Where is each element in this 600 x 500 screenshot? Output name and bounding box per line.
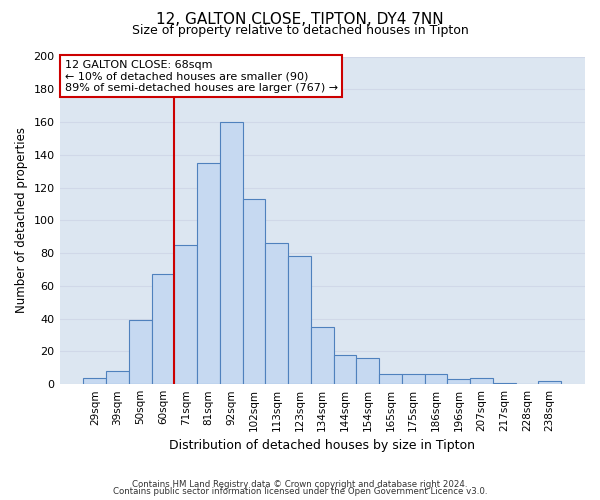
Bar <box>129 320 152 384</box>
Bar <box>311 327 334 384</box>
Bar <box>152 274 175 384</box>
Bar <box>220 122 242 384</box>
Bar <box>242 199 265 384</box>
Y-axis label: Number of detached properties: Number of detached properties <box>15 128 28 314</box>
Text: Contains public sector information licensed under the Open Government Licence v3: Contains public sector information licen… <box>113 488 487 496</box>
Text: 12, GALTON CLOSE, TIPTON, DY4 7NN: 12, GALTON CLOSE, TIPTON, DY4 7NN <box>156 12 444 28</box>
Bar <box>379 374 402 384</box>
Bar <box>425 374 448 384</box>
Bar <box>288 256 311 384</box>
Bar <box>265 244 288 384</box>
Bar <box>334 354 356 384</box>
Bar <box>106 371 129 384</box>
Bar <box>538 381 561 384</box>
Bar <box>402 374 425 384</box>
Text: 12 GALTON CLOSE: 68sqm
← 10% of detached houses are smaller (90)
89% of semi-det: 12 GALTON CLOSE: 68sqm ← 10% of detached… <box>65 60 338 93</box>
Text: Size of property relative to detached houses in Tipton: Size of property relative to detached ho… <box>131 24 469 37</box>
Bar <box>448 380 470 384</box>
Text: Contains HM Land Registry data © Crown copyright and database right 2024.: Contains HM Land Registry data © Crown c… <box>132 480 468 489</box>
X-axis label: Distribution of detached houses by size in Tipton: Distribution of detached houses by size … <box>169 440 475 452</box>
Bar <box>470 378 493 384</box>
Bar <box>197 163 220 384</box>
Bar <box>356 358 379 384</box>
Bar <box>493 382 515 384</box>
Bar <box>83 378 106 384</box>
Bar <box>175 245 197 384</box>
